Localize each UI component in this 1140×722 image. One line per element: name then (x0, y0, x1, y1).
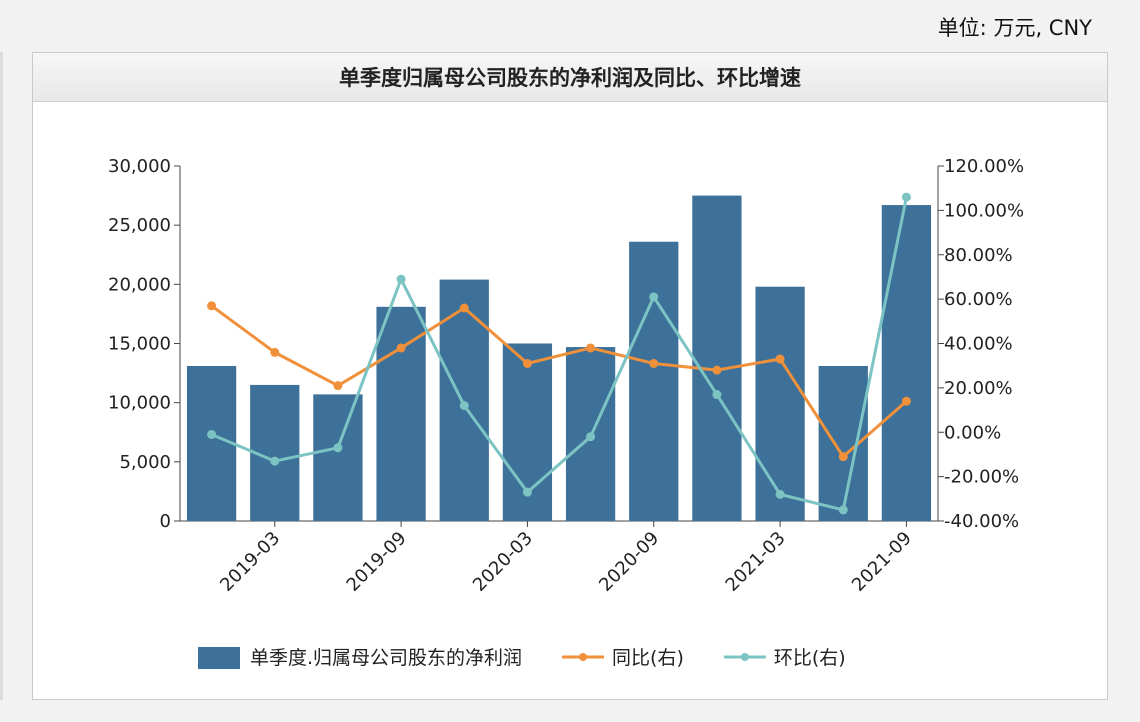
y-left-tick-label: 5,000 (119, 452, 171, 473)
y-left-tick-label: 25,000 (108, 215, 171, 236)
point-qoq (396, 274, 406, 284)
bar-net-profit (692, 195, 742, 522)
bar-net-profit (881, 205, 932, 522)
point-qoq (649, 292, 659, 302)
point-qoq (712, 390, 722, 400)
bar-net-profit (629, 241, 679, 521)
bar-net-profit (376, 306, 426, 521)
y-right-tick-label: 0.00% (944, 422, 1001, 443)
legend-swatch-bar (198, 647, 240, 669)
point-qoq (838, 505, 848, 515)
unit-label: 单位: 万元, CNY (937, 16, 1092, 40)
legend-label: 环比(右) (774, 647, 846, 669)
y-right-tick-label: 40.00% (944, 334, 1013, 355)
point-qoq (270, 456, 280, 466)
point-yoy (522, 358, 532, 368)
legend-label: 同比(右) (612, 647, 684, 669)
chart-title: 单季度归属母公司股东的净利润及同比、环比增速 (33, 53, 1107, 102)
point-yoy (649, 358, 659, 368)
bar-net-profit (313, 394, 363, 521)
x-tick-label: 2020-09 (595, 528, 663, 596)
x-tick-label: 2021-09 (848, 528, 916, 596)
point-qoq (775, 489, 785, 499)
legend-swatch-dot (740, 653, 749, 661)
point-qoq (522, 487, 532, 497)
point-qoq (333, 443, 343, 453)
point-yoy (586, 343, 596, 353)
y-right-tick-label: 60.00% (944, 289, 1013, 310)
point-qoq (459, 401, 469, 411)
line-qoq (211, 196, 908, 512)
legend-swatch-dot (579, 653, 588, 661)
y-right-tick-label: 120.00% (944, 156, 1024, 177)
left-edge-border (0, 52, 3, 700)
y-right-tick-label: 80.00% (944, 245, 1013, 266)
point-qoq (207, 429, 217, 439)
point-yoy (333, 381, 343, 391)
y-left-tick-label: 10,000 (108, 393, 171, 414)
point-yoy (459, 303, 469, 313)
point-qoq (901, 192, 911, 202)
x-tick-label: 2019-03 (216, 528, 284, 596)
y-left-tick-label: 30,000 (108, 156, 171, 177)
point-yoy (396, 343, 406, 353)
line-yoy (210, 304, 908, 459)
y-right-tick-label: 20.00% (944, 378, 1013, 399)
legend-label: 单季度.归属母公司股东的净利润 (250, 647, 522, 669)
x-tick-label: 2021-03 (722, 528, 790, 596)
point-yoy (901, 396, 911, 406)
point-yoy (838, 452, 848, 462)
bar-net-profit (755, 286, 805, 521)
point-yoy (270, 347, 280, 357)
y-left-tick-label: 15,000 (108, 334, 171, 355)
y-left-tick-label: 20,000 (108, 274, 171, 295)
x-tick-label: 2020-03 (469, 528, 537, 596)
y-right-tick-label: -20.00% (944, 467, 1019, 488)
point-yoy (712, 365, 722, 375)
y-right-tick-label: -40.00% (944, 511, 1019, 532)
bar-net-profit (439, 279, 489, 521)
point-yoy (775, 354, 785, 364)
point-qoq (586, 432, 596, 442)
point-yoy (207, 301, 217, 311)
y-right-tick-label: 100.00% (944, 200, 1024, 221)
x-tick-label: 2019-09 (343, 528, 411, 596)
bar-net-profit (186, 365, 237, 521)
y-left-tick-label: 0 (160, 511, 171, 532)
